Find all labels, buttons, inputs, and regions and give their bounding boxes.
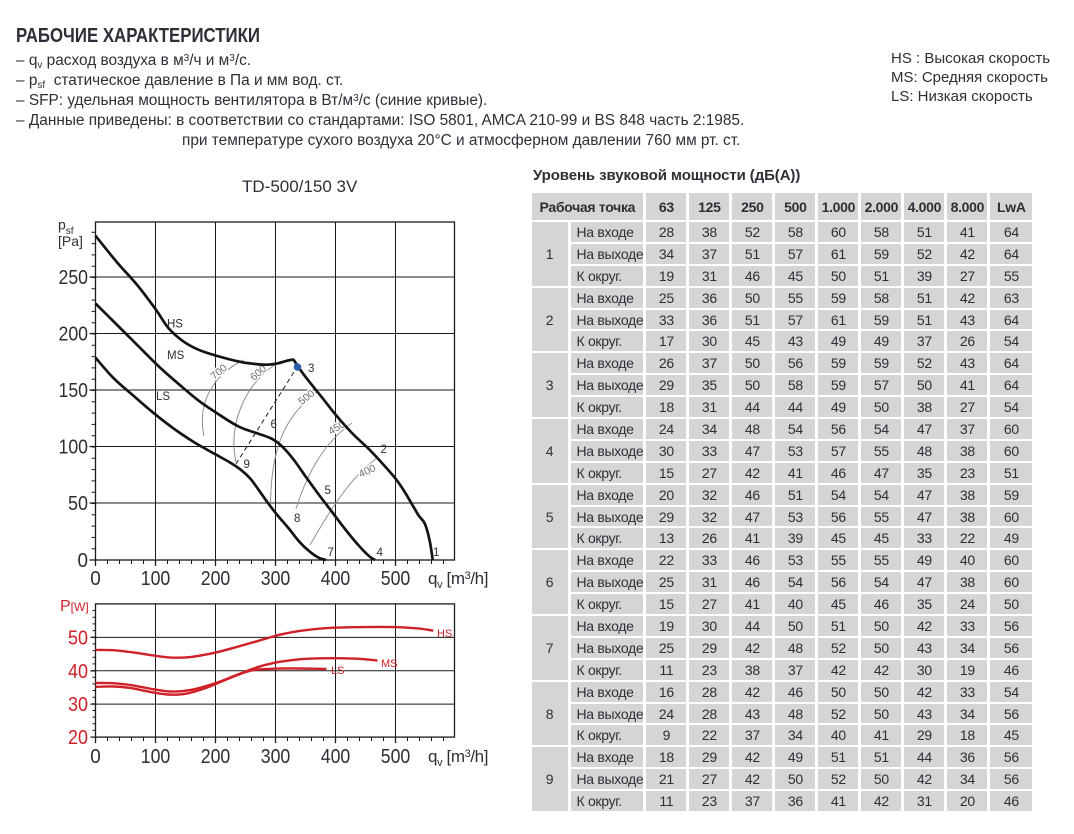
- svg-text:300: 300: [261, 746, 291, 768]
- svg-text:400: 400: [321, 568, 351, 590]
- svg-text:0: 0: [90, 746, 101, 768]
- svg-text:HS: HS: [167, 319, 183, 331]
- svg-text:500: 500: [381, 568, 411, 590]
- svg-text:8: 8: [294, 513, 300, 525]
- svg-text:0: 0: [90, 568, 101, 590]
- svg-text:20: 20: [68, 727, 88, 749]
- svg-text:400: 400: [321, 746, 351, 768]
- svg-text:qv [m3/h]: qv [m3/h]: [428, 569, 488, 591]
- svg-text:400: 400: [357, 462, 378, 480]
- svg-text:100: 100: [59, 437, 89, 459]
- svg-text:6: 6: [271, 419, 277, 431]
- svg-text:1: 1: [433, 547, 439, 559]
- svg-text:2: 2: [381, 444, 387, 456]
- svg-text:200: 200: [201, 568, 231, 590]
- svg-text:30: 30: [68, 694, 88, 716]
- svg-text:200: 200: [201, 746, 231, 768]
- svg-text:200: 200: [59, 324, 89, 346]
- svg-text:100: 100: [141, 746, 171, 768]
- svg-text:[Pa]: [Pa]: [58, 233, 83, 249]
- svg-text:LS: LS: [156, 391, 170, 403]
- svg-text:MS: MS: [167, 350, 185, 362]
- svg-text:P[W]: P[W]: [60, 598, 89, 615]
- svg-text:4: 4: [377, 547, 384, 559]
- svg-text:qv [m3/h]: qv [m3/h]: [428, 747, 488, 769]
- svg-text:450: 450: [326, 418, 347, 437]
- svg-text:3: 3: [308, 363, 314, 375]
- svg-text:250: 250: [59, 267, 89, 289]
- svg-text:40: 40: [68, 661, 88, 683]
- svg-text:5: 5: [325, 485, 331, 497]
- svg-text:50: 50: [68, 627, 88, 649]
- svg-text:MS: MS: [381, 658, 398, 670]
- svg-text:LS: LS: [331, 665, 344, 677]
- svg-text:500: 500: [381, 746, 411, 768]
- svg-text:50: 50: [68, 493, 88, 515]
- svg-text:0: 0: [78, 550, 89, 572]
- svg-text:7: 7: [328, 547, 334, 559]
- svg-text:700: 700: [209, 362, 230, 383]
- svg-text:100: 100: [141, 568, 171, 590]
- svg-text:HS: HS: [437, 628, 452, 640]
- svg-text:150: 150: [59, 380, 89, 402]
- svg-text:300: 300: [261, 568, 291, 590]
- svg-text:9: 9: [244, 459, 250, 471]
